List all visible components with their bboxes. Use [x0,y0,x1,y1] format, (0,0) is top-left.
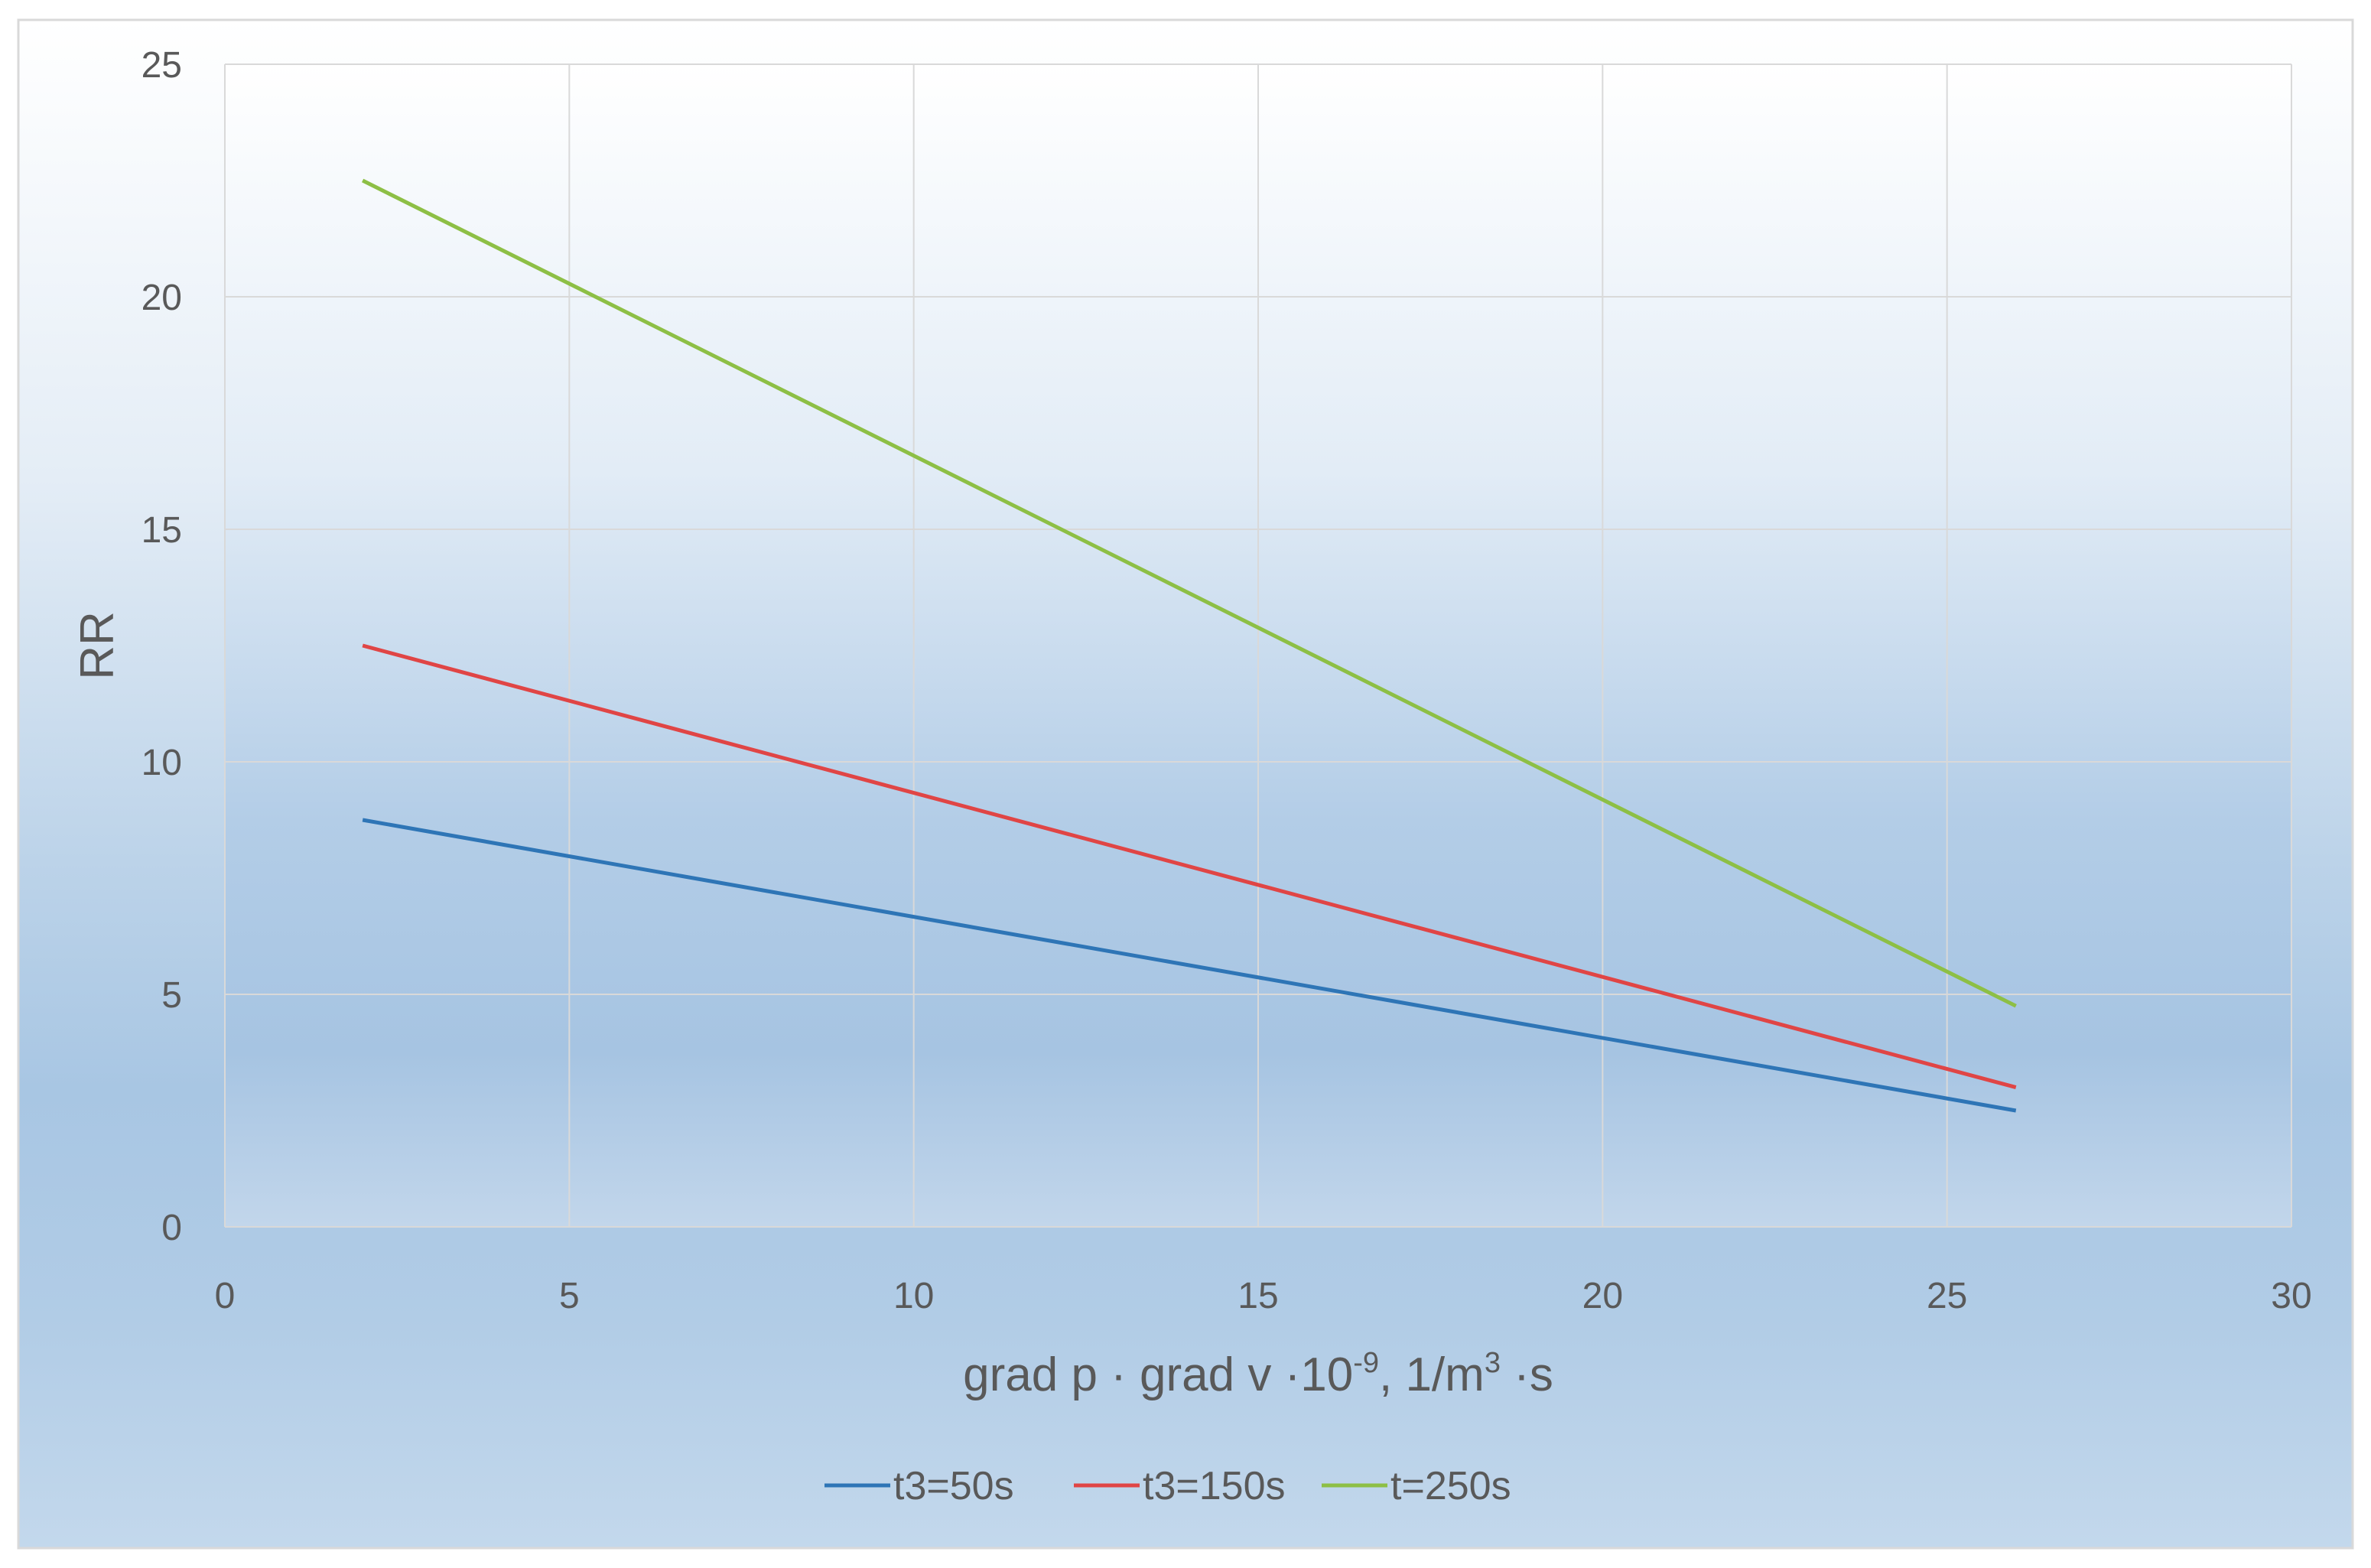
y-tick-label-4: 20 [141,278,182,318]
x-tick-label-0: 0 [215,1276,236,1316]
y-axis-ticks: 0 5 10 15 20 25 [141,45,182,1248]
x-tick-label-4: 20 [1582,1276,1623,1316]
x-tick-label-6: 30 [2271,1276,2311,1316]
x-axis-title: grad p · grad v ·10-9, 1/m3 ·s [963,1347,1553,1401]
series-line-0 [362,818,2017,1113]
x-axis-title-exp2: 3 [1485,1347,1501,1379]
x-axis-title-exp1: -9 [1353,1347,1379,1379]
x-tick-label-2: 10 [893,1276,934,1316]
x-axis-title-prefix: grad p · grad v ·10 [963,1348,1353,1401]
legend: t3=50s t3=150s t=250s [824,1464,1511,1508]
y-tick-label-1: 5 [161,975,182,1016]
series-line-2 [362,178,2017,1008]
gridlines [224,63,2292,1228]
x-tick-label-3: 15 [1238,1276,1278,1316]
x-tick-label-1: 5 [559,1276,580,1316]
legend-label-0: t3=50s [893,1464,1014,1508]
y-axis-title: RR [71,611,124,680]
x-axis-title-mid: , 1/m [1379,1348,1485,1401]
y-tick-label-2: 10 [141,743,182,783]
legend-label-2: t=250s [1390,1464,1511,1508]
y-tick-label-3: 15 [141,510,182,551]
x-tick-label-5: 25 [1927,1276,1967,1316]
series-lines [362,178,2017,1113]
x-axis-ticks: 0 5 10 15 20 25 30 [215,1276,2312,1316]
y-tick-label-0: 0 [161,1208,182,1248]
legend-label-1: t3=150s [1143,1464,1286,1508]
y-tick-label-5: 25 [141,45,182,86]
x-axis-title-suffix: ·s [1501,1348,1553,1401]
series-line-1 [362,643,2017,1090]
